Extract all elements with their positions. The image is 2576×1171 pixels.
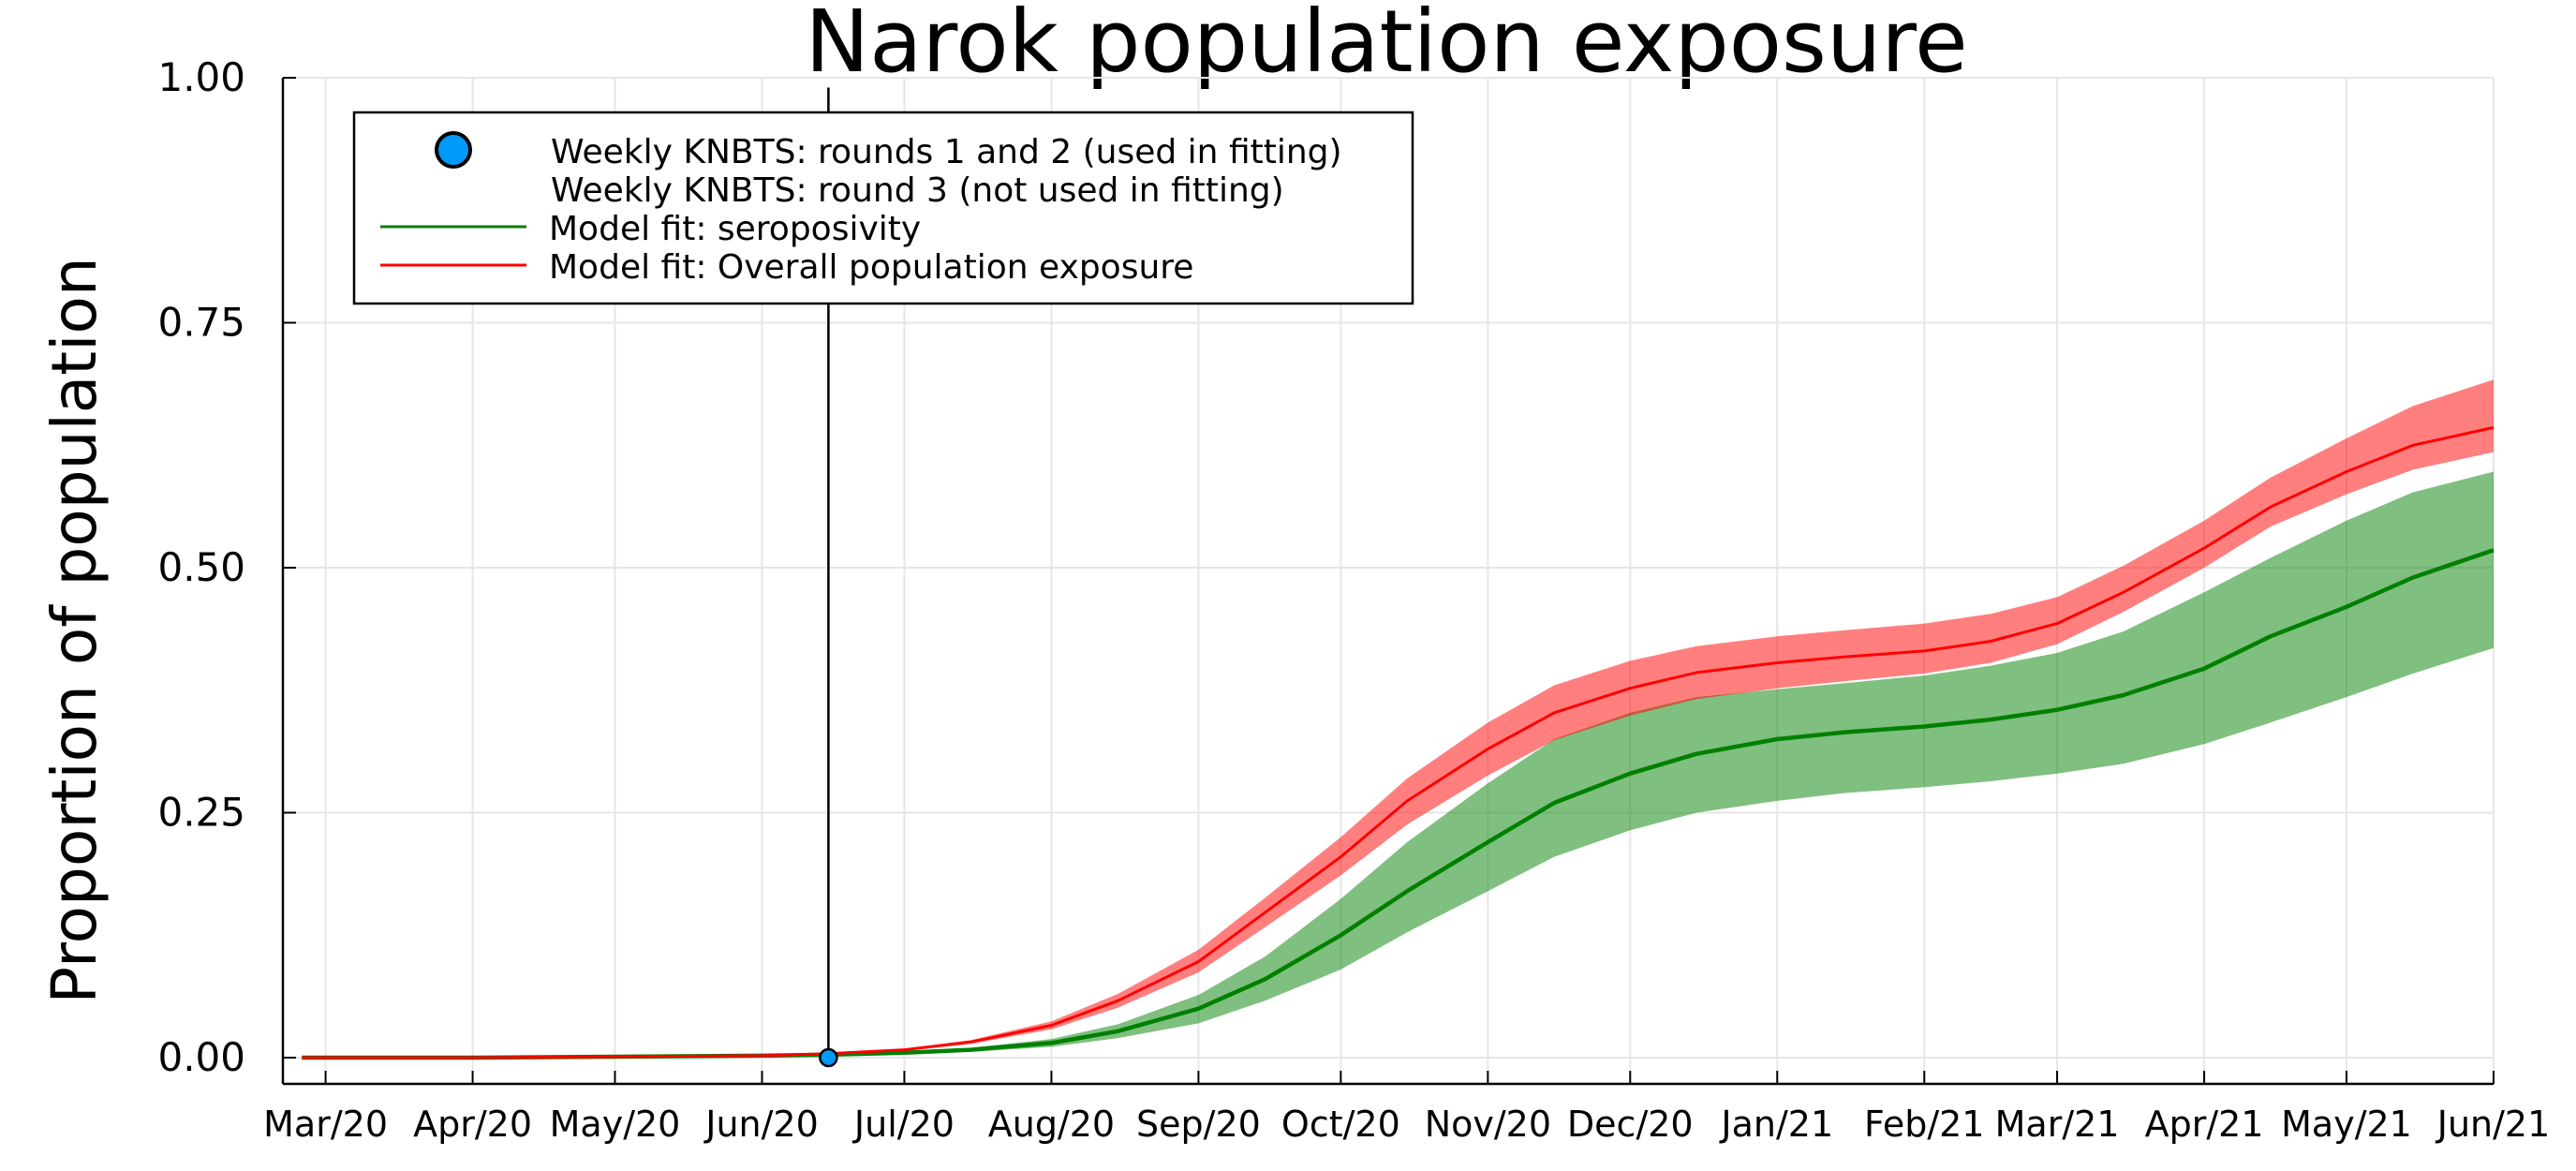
confidence-bands <box>302 379 2494 1058</box>
x-tick-label: Apr/20 <box>413 1104 532 1145</box>
y-tick-label: 0.50 <box>157 544 245 590</box>
series-line-exposure <box>302 425 2495 1060</box>
x-tick-label: May/20 <box>550 1104 681 1145</box>
legend: Weekly KNBTS: rounds 1 and 2 (used in fi… <box>352 111 1414 305</box>
x-tick-label: Dec/20 <box>1567 1104 1694 1145</box>
legend-label: Weekly KNBTS: round 3 (not used in fitti… <box>551 171 1284 210</box>
x-tick-label: Aug/20 <box>988 1104 1115 1145</box>
y-axis-label: Proportion of population <box>38 257 111 1003</box>
x-tick-label: Nov/20 <box>1425 1104 1551 1145</box>
x-tick-label: Jun/21 <box>2435 1104 2551 1145</box>
x-tick-label: Oct/20 <box>1281 1104 1400 1145</box>
x-tick-label: Mar/21 <box>1995 1104 2120 1145</box>
x-tick-label: Feb/21 <box>1864 1104 1984 1145</box>
legend-marker-circle <box>435 131 472 169</box>
confidence-band-seropositivity <box>302 471 2494 1058</box>
x-tick-label: Jan/21 <box>1719 1104 1833 1145</box>
y-tick-label: 1.00 <box>157 54 245 100</box>
x-tick-label: May/21 <box>2281 1104 2412 1145</box>
grid <box>283 77 2495 1084</box>
series-lines <box>302 425 2495 1060</box>
x-tick-label: Jul/20 <box>852 1104 955 1145</box>
data-points <box>819 1047 838 1068</box>
legend-label: Model fit: Overall population exposure <box>549 248 1193 287</box>
x-tick-label: Mar/20 <box>263 1104 388 1145</box>
legend-label: Model fit: seroposivity <box>549 210 921 248</box>
data-point-marker <box>819 1047 838 1068</box>
x-tick-label: Sep/20 <box>1136 1104 1261 1145</box>
legend-box <box>352 111 1414 305</box>
y-tick-label: 0.00 <box>157 1034 245 1080</box>
chart-title: Narok population exposure <box>805 0 1967 92</box>
axes: 0.00 0.25 0.50 0.75 1.00 Mar/20 Apr/20 May/20 Ju… <box>157 54 2550 1145</box>
x-tick-label: Jun/20 <box>703 1104 819 1145</box>
y-tick-label: 0.75 <box>157 300 245 346</box>
legend-label: Weekly KNBTS: rounds 1 and 2 (used in fi… <box>551 133 1342 171</box>
series-line-seropositivity <box>302 548 2495 1060</box>
x-tick-label: Apr/21 <box>2145 1104 2264 1145</box>
y-tick-label: 0.25 <box>157 790 245 836</box>
